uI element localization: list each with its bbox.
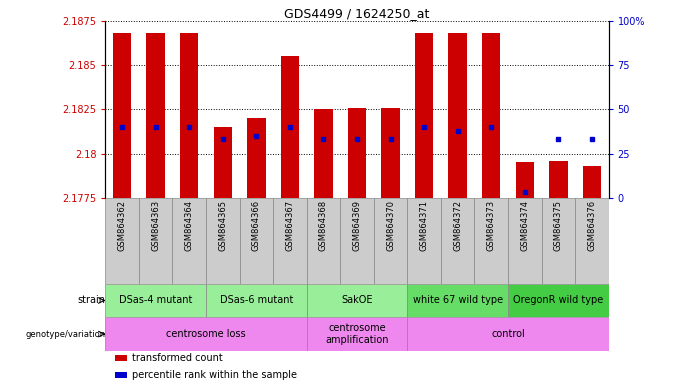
Bar xyxy=(206,198,239,284)
Bar xyxy=(247,118,266,198)
Bar xyxy=(374,198,407,284)
Bar xyxy=(273,198,307,284)
Text: control: control xyxy=(491,329,525,339)
Bar xyxy=(105,198,139,284)
Text: percentile rank within the sample: percentile rank within the sample xyxy=(131,370,296,380)
Bar xyxy=(583,166,601,198)
Bar xyxy=(180,33,199,198)
Bar xyxy=(105,317,307,351)
Text: GSM864363: GSM864363 xyxy=(151,200,160,252)
Text: centrosome
amplification: centrosome amplification xyxy=(325,323,389,345)
Bar xyxy=(508,198,541,284)
Text: GSM864374: GSM864374 xyxy=(520,200,529,252)
Text: DSas-4 mutant: DSas-4 mutant xyxy=(119,295,192,306)
Text: GSM864375: GSM864375 xyxy=(554,200,563,252)
Bar xyxy=(146,33,165,198)
Bar xyxy=(214,127,232,198)
Bar xyxy=(347,108,367,198)
Bar xyxy=(475,198,508,284)
Text: GSM864371: GSM864371 xyxy=(420,200,428,252)
Text: OregonR wild type: OregonR wild type xyxy=(513,295,603,306)
Bar xyxy=(105,284,206,317)
Bar xyxy=(307,198,340,284)
Bar xyxy=(239,198,273,284)
Text: transformed count: transformed count xyxy=(131,353,222,363)
Text: centrosome loss: centrosome loss xyxy=(166,329,246,339)
Bar xyxy=(549,161,568,198)
Text: GSM864368: GSM864368 xyxy=(319,200,328,252)
Title: GDS4499 / 1624250_at: GDS4499 / 1624250_at xyxy=(284,7,430,20)
Text: strain: strain xyxy=(78,295,105,306)
Bar xyxy=(441,198,475,284)
Text: GSM864364: GSM864364 xyxy=(185,200,194,252)
Text: DSas-6 mutant: DSas-6 mutant xyxy=(220,295,293,306)
Bar xyxy=(407,284,508,317)
Bar xyxy=(307,284,407,317)
Text: GSM864370: GSM864370 xyxy=(386,200,395,252)
Bar xyxy=(314,109,333,198)
Text: GSM864369: GSM864369 xyxy=(352,200,362,252)
Bar xyxy=(407,198,441,284)
Bar xyxy=(508,284,609,317)
Bar xyxy=(116,372,126,378)
Bar xyxy=(173,198,206,284)
Bar xyxy=(575,198,609,284)
Text: GSM864362: GSM864362 xyxy=(118,200,126,252)
Bar xyxy=(448,33,467,198)
Text: GSM864367: GSM864367 xyxy=(286,200,294,252)
Text: GSM864372: GSM864372 xyxy=(453,200,462,252)
Bar xyxy=(116,355,126,361)
Bar xyxy=(482,33,500,198)
Bar xyxy=(407,317,609,351)
Text: GSM864376: GSM864376 xyxy=(588,200,596,252)
Bar xyxy=(515,162,534,198)
Bar xyxy=(113,33,131,198)
Bar xyxy=(415,33,433,198)
Bar xyxy=(381,108,400,198)
Text: SakOE: SakOE xyxy=(341,295,373,306)
Bar xyxy=(541,198,575,284)
Text: GSM864365: GSM864365 xyxy=(218,200,227,252)
Text: genotype/variation: genotype/variation xyxy=(25,329,105,339)
Bar xyxy=(206,284,307,317)
Bar xyxy=(139,198,173,284)
Text: GSM864373: GSM864373 xyxy=(487,200,496,252)
Bar xyxy=(340,198,374,284)
Bar xyxy=(281,56,299,198)
Bar xyxy=(307,317,407,351)
Text: white 67 wild type: white 67 wild type xyxy=(413,295,503,306)
Text: GSM864366: GSM864366 xyxy=(252,200,261,252)
